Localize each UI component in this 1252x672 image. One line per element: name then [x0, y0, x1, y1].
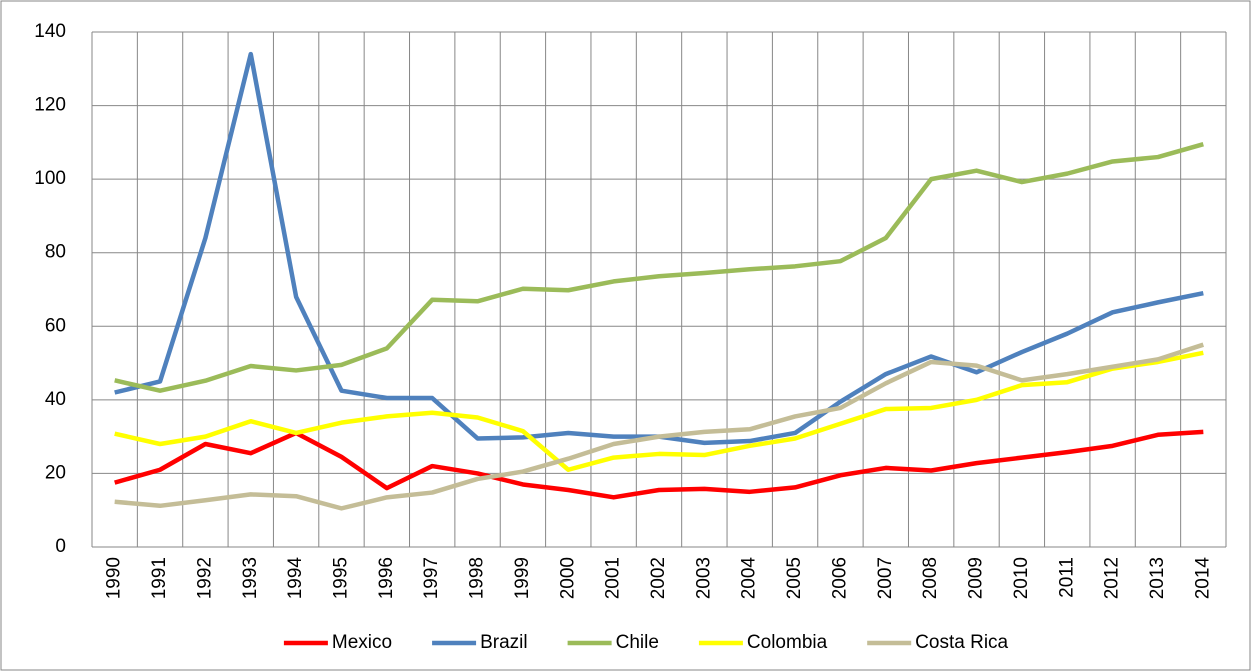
y-tick-label: 140 [34, 21, 66, 42]
x-tick-label: 1997 [421, 557, 442, 599]
x-tick-label: 2002 [648, 557, 669, 599]
series-line [114, 142, 1204, 393]
x-tick-label: 2004 [739, 557, 760, 600]
x-tick-label: 2005 [784, 557, 805, 599]
y-tick-label: 100 [34, 168, 66, 189]
x-tick-label: 1996 [376, 557, 397, 599]
y-tick-label: 80 [45, 242, 66, 263]
x-tick-label: 2006 [829, 557, 850, 599]
x-tick-label: 1991 [149, 557, 170, 599]
x-tick-label: 1992 [194, 557, 215, 599]
x-tick-label: 1999 [512, 557, 533, 599]
x-tick-label: 2009 [966, 557, 987, 599]
y-tick-label: 40 [45, 389, 66, 410]
y-tick-label: 60 [45, 315, 66, 336]
x-tick-label: 1994 [285, 557, 306, 600]
x-tick-label: 2001 [603, 557, 624, 599]
x-tick-label: 1998 [467, 557, 488, 599]
series-line [114, 350, 1204, 472]
x-tick-label: 2007 [875, 557, 896, 599]
legend: Mexico Brazil Chile Colombia Costa Rica [283, 632, 1009, 653]
x-tick-label: 1995 [330, 557, 351, 599]
legend-label: Colombia [747, 632, 828, 653]
x-tick-label: 1993 [240, 557, 261, 599]
x-tick-label: 1990 [104, 557, 125, 599]
legend-label: Chile [616, 632, 659, 653]
x-tick-label: 2008 [920, 557, 941, 599]
y-tick-label: 120 [34, 95, 66, 116]
y-tick-label: 20 [45, 462, 66, 483]
legend-label: Mexico [332, 632, 392, 653]
series-line [114, 342, 1205, 511]
legend-label: Costa Rica [915, 632, 1008, 653]
x-tick-label: 2000 [557, 557, 578, 599]
x-tick-label: 2014 [1192, 557, 1213, 600]
legend-label: Brazil [480, 632, 528, 653]
x-tick-label: 2003 [693, 557, 714, 599]
x-tick-label: 2012 [1102, 557, 1123, 599]
x-tick-label: 2013 [1147, 557, 1168, 599]
x-tick-label: 2010 [1011, 557, 1032, 599]
x-tick-label: 2011 [1056, 557, 1077, 598]
y-tick-label: 0 [55, 536, 66, 557]
